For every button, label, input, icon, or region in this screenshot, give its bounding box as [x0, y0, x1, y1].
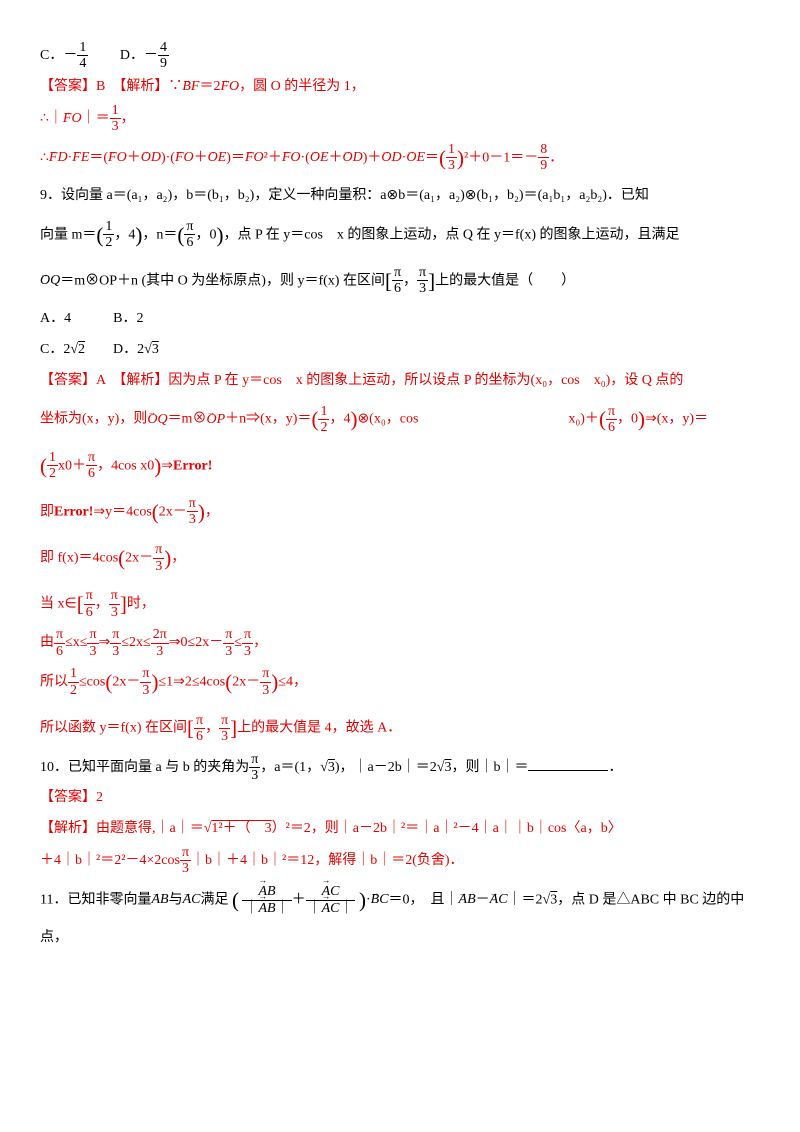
ans8: 【答案】B 【解析】∵BF＝2FO，圆 O 的半径为 1， ∴｜FO｜＝13， … — [40, 72, 760, 181]
frac-4-9: 49 — [158, 40, 169, 72]
frac-1-3: 13 — [110, 103, 121, 135]
q9: 9．设向量 a＝(a₁，a₂)，b＝(b₁，b₂)，定义一种向量积：a⊗b＝(a… — [40, 181, 760, 366]
page: C．－14 D．－49 【答案】B 【解析】∵BF＝2FO，圆 O 的半径为 1… — [0, 0, 800, 1014]
opt-c: C． — [40, 48, 63, 63]
opt-d: D． — [120, 48, 144, 63]
ans10: 【答案】2 【解析】由题意得,｜a｜＝√1²＋（ 3）²＝2，则｜a－2b｜²＝… — [40, 783, 760, 877]
q10: 10．已知平面向量 a 与 b 的夹角为π3，a＝(1，√3)，｜a－2b｜＝2… — [40, 752, 760, 784]
ans8-label: 【答案】B 【解析】 — [40, 79, 168, 94]
frac-1-4: 14 — [77, 40, 88, 72]
options-cd: C．－14 D．－49 — [40, 40, 760, 72]
q11: 11．已知非零向量AB与AC满足 AB｜AB｜＋AC｜AC｜ ·BC＝0， 且｜… — [40, 877, 760, 954]
error-text: Error! — [173, 458, 212, 473]
answer-blank[interactable] — [528, 769, 608, 771]
ans9: 【答案】A 【解析】因为点 P 在 y＝cos x 的图象上运动，所以设点 P … — [40, 366, 760, 752]
